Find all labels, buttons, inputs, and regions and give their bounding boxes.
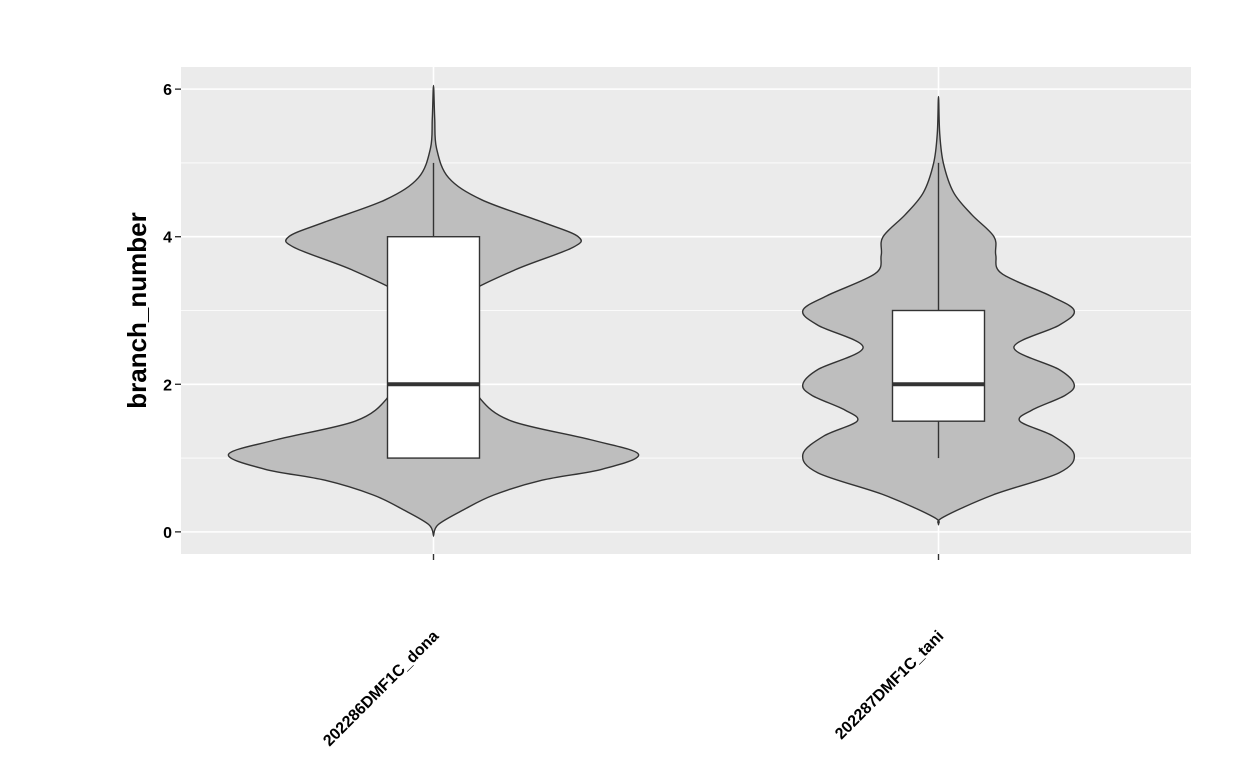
x-tick-label: 202287DMF1C_tani	[832, 628, 947, 743]
y-tick-label: 4	[163, 230, 172, 247]
y-axis-title: branch_number	[122, 212, 152, 409]
box-1	[386, 236, 481, 459]
y-tick-label: 6	[163, 82, 172, 99]
box-2	[891, 309, 986, 422]
y-tick-label: 0	[163, 525, 172, 542]
x-tick-label: 202286DMF1C_dona	[320, 628, 442, 750]
y-tick-label: 2	[163, 377, 172, 394]
